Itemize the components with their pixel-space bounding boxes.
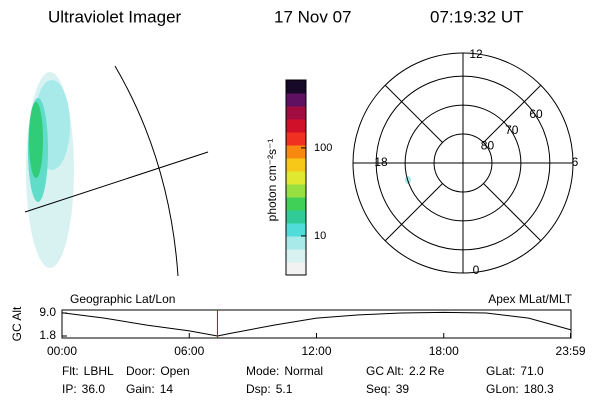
color-step: [286, 223, 306, 237]
color-step: [286, 145, 306, 159]
diag-line: [483, 84, 542, 143]
mlt-label: 12: [469, 47, 483, 61]
altitude-line: [61, 311, 572, 337]
status-label: GLon:: [486, 382, 519, 396]
x-tick-label: 06:00: [174, 344, 204, 358]
status-field: GC Alt: 2.2 Re: [366, 364, 445, 378]
diag-line: [483, 183, 542, 242]
color-step: [286, 236, 306, 250]
lat-label: 80: [481, 139, 495, 153]
colorbar-tick-label: 100: [314, 142, 332, 154]
lat-label: 60: [529, 107, 543, 121]
mlt-label: 6: [572, 155, 579, 169]
status-value: 71.0: [520, 364, 544, 378]
status-value: 39: [396, 382, 410, 396]
x-tick-label: 00:00: [47, 344, 77, 358]
status-label: Dsp:: [246, 382, 271, 396]
color-step: [286, 158, 306, 172]
color-step: [286, 119, 306, 133]
altitude-plot: 9.0 1.8 00:00 06:00 12:00 18:00 23:59: [39, 305, 586, 358]
colorbar-label: photon cm⁻²s⁻¹: [265, 139, 279, 222]
geo-line: [24, 151, 209, 213]
status-value: 180.3: [524, 382, 554, 396]
earth-limb: [114, 65, 179, 277]
mlt-label: 18: [374, 155, 388, 169]
x-tick-label: 12:00: [301, 344, 331, 358]
color-step: [286, 249, 306, 263]
status-value: 2.2 Re: [409, 364, 445, 378]
colorbar: 10 100: [285, 79, 332, 276]
color-step: [286, 184, 306, 198]
left-title: Geographic Lat/Lon: [70, 292, 175, 306]
status-field: Mode: Normal: [246, 364, 323, 378]
right-title: Apex MLat/MLT: [488, 292, 572, 306]
color-step: [286, 197, 306, 211]
y-tick-label: 9.0: [39, 305, 56, 319]
status-value: 36.0: [82, 382, 106, 396]
status-field: Door: Open: [126, 364, 190, 378]
status-value: Normal: [284, 364, 323, 378]
status-value: 14: [160, 382, 174, 396]
uv-image: [24, 65, 209, 277]
colorbar-frame: [285, 79, 307, 276]
instrument: Ultraviolet Imager: [48, 7, 182, 26]
status-field: Gain: 14: [126, 382, 173, 396]
status-value: LBHL: [84, 364, 114, 378]
lat-label: 70: [505, 123, 519, 137]
status-field: Seq: 39: [366, 382, 409, 396]
x-tick-label: 23:59: [556, 344, 586, 358]
color-step: [286, 80, 306, 94]
status-field: GLon: 180.3: [486, 382, 554, 396]
status-label: GLat:: [486, 364, 515, 378]
status-value: 5.1: [276, 382, 293, 396]
status-label: GC Alt:: [366, 364, 404, 378]
color-step: [286, 210, 306, 224]
status-field: Dsp: 5.1: [246, 382, 293, 396]
color-step: [286, 262, 306, 276]
status-field: GLat: 71.0: [486, 364, 544, 378]
color-step: [286, 132, 306, 146]
diag-line: [384, 84, 443, 143]
color-step: [286, 171, 306, 185]
status-label: Flt:: [62, 364, 79, 378]
status-field: Flt: LBHL: [62, 364, 114, 378]
x-tick-label: 18:00: [429, 344, 459, 358]
status-field: IP: 36.0: [62, 382, 105, 396]
time: 07:19:32 UT: [430, 7, 524, 26]
color-step: [286, 93, 306, 107]
diag-line: [384, 183, 443, 242]
status-label: Door:: [126, 364, 155, 378]
status-label: IP:: [62, 382, 77, 396]
y-axis-label: GC Alt: [10, 306, 24, 341]
status-panel: Flt: LBHL Door: Open Mode: Normal GC Alt: 2.2 R…: [62, 364, 554, 396]
mlt-label: 0: [473, 263, 480, 277]
y-tick-label: 1.8: [39, 328, 56, 342]
aurora-peak: [29, 102, 43, 178]
status-label: Mode:: [246, 364, 279, 378]
status-value: Open: [160, 364, 189, 378]
status-label: Gain:: [126, 382, 155, 396]
status-label: Seq:: [366, 382, 391, 396]
date: 17 Nov 07: [274, 7, 352, 26]
color-step: [286, 106, 306, 120]
colorbar-tick-label: 10: [314, 230, 326, 242]
